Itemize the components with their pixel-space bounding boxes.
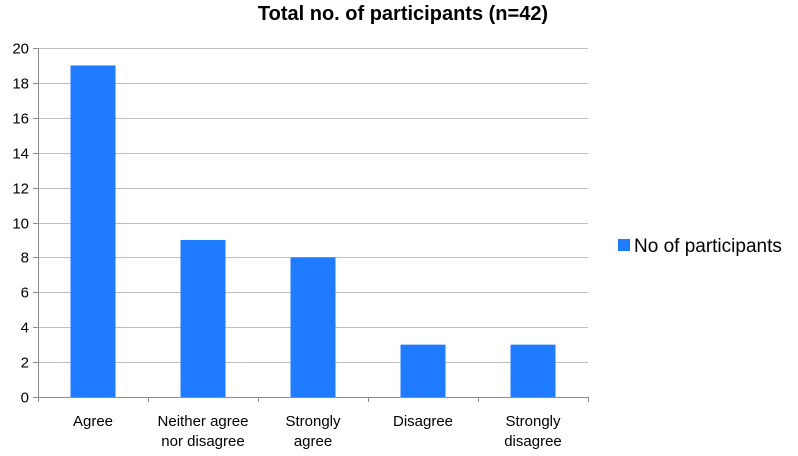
legend: No of participants xyxy=(618,236,782,257)
x-tick-label: disagree xyxy=(504,433,562,450)
y-tick-label: 10 xyxy=(12,216,29,233)
x-tick-label: agree xyxy=(294,433,332,450)
bar xyxy=(400,344,446,397)
y-tick-label: 6 xyxy=(21,285,29,302)
bar xyxy=(180,239,226,397)
bar xyxy=(510,344,556,397)
gridlines xyxy=(38,48,588,363)
y-tick-label: 16 xyxy=(12,111,29,128)
y-tick-label: 14 xyxy=(12,146,29,163)
x-tick-label: Strongly xyxy=(285,413,341,430)
y-tick-label: 20 xyxy=(12,41,29,58)
x-tick-label: Neither agree xyxy=(158,413,249,430)
y-tick-label: 8 xyxy=(21,250,29,267)
y-tick-label: 0 xyxy=(21,390,29,407)
chart-title: Total no. of participants (n=42) xyxy=(258,3,548,25)
x-tick-label: nor disagree xyxy=(161,433,244,450)
x-tick-label: Disagree xyxy=(393,413,453,430)
legend-label: No of participants xyxy=(634,236,782,257)
bars xyxy=(70,65,556,397)
y-tick-label: 12 xyxy=(12,181,29,198)
y-tick-label: 2 xyxy=(21,355,29,372)
x-tick-label: Strongly xyxy=(505,413,561,430)
bar xyxy=(290,257,336,397)
bar xyxy=(70,65,116,397)
y-tick-label: 4 xyxy=(21,320,29,337)
y-axis-ticks: 0 2 4 6 8 10 12 14 16 18 20 xyxy=(12,41,38,407)
axes xyxy=(33,48,589,402)
x-axis-labels: Agree Neither agree nor disagree Strongly ag… xyxy=(73,413,562,450)
legend-swatch xyxy=(618,239,630,251)
y-tick-label: 18 xyxy=(12,76,29,93)
x-tick-label: Agree xyxy=(73,413,113,430)
